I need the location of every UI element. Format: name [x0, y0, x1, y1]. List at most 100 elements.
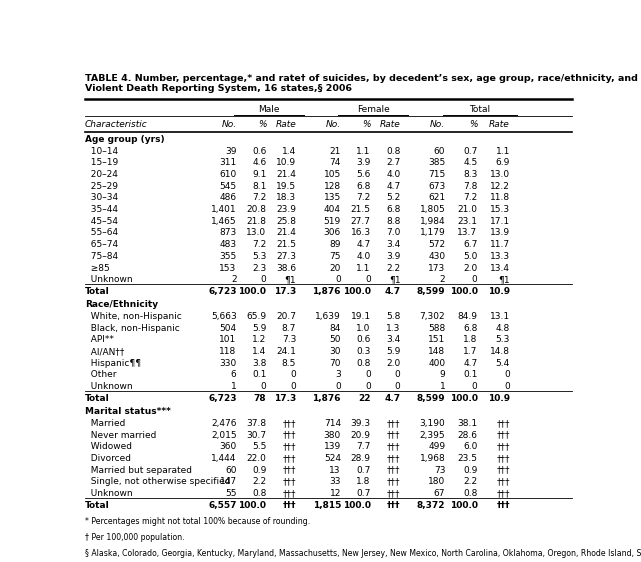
Text: 8,599: 8,599	[417, 394, 445, 403]
Text: 21.5: 21.5	[351, 205, 370, 214]
Text: 404: 404	[324, 205, 341, 214]
Text: 5.8: 5.8	[386, 312, 401, 321]
Text: 105: 105	[324, 170, 341, 179]
Text: Rate: Rate	[489, 120, 510, 129]
Text: 6.8: 6.8	[356, 182, 370, 191]
Text: 180: 180	[428, 477, 445, 486]
Text: 1,968: 1,968	[419, 454, 445, 463]
Text: 20.7: 20.7	[276, 312, 296, 321]
Text: 1.3: 1.3	[386, 324, 401, 333]
Text: 17.3: 17.3	[274, 394, 296, 403]
Text: 100.0: 100.0	[238, 287, 267, 296]
Text: 25–29: 25–29	[85, 182, 118, 191]
Text: 3.8: 3.8	[252, 359, 267, 368]
Text: 39.3: 39.3	[351, 419, 370, 428]
Text: Married: Married	[85, 419, 126, 428]
Text: No.: No.	[430, 120, 445, 129]
Text: 6: 6	[231, 370, 237, 379]
Text: 7.0: 7.0	[386, 229, 401, 238]
Text: 5.9: 5.9	[252, 324, 267, 333]
Text: 873: 873	[219, 229, 237, 238]
Text: Black, non-Hispanic: Black, non-Hispanic	[85, 324, 180, 333]
Text: 1,465: 1,465	[211, 217, 237, 226]
Text: 4.7: 4.7	[385, 287, 401, 296]
Text: 75–84: 75–84	[85, 252, 118, 261]
Text: ¶1: ¶1	[285, 275, 296, 284]
Text: 3.4: 3.4	[387, 240, 401, 249]
Text: 504: 504	[219, 324, 237, 333]
Text: 5.2: 5.2	[387, 193, 401, 202]
Text: 6.9: 6.9	[495, 158, 510, 167]
Text: Female: Female	[357, 105, 390, 114]
Text: 38.6: 38.6	[276, 264, 296, 273]
Text: 3,190: 3,190	[419, 419, 445, 428]
Text: Never married: Never married	[85, 430, 156, 439]
Text: No.: No.	[222, 120, 237, 129]
Text: 1,444: 1,444	[212, 454, 237, 463]
Text: 7.2: 7.2	[356, 193, 370, 202]
Text: 12.2: 12.2	[490, 182, 510, 191]
Text: 4.0: 4.0	[387, 170, 401, 179]
Text: Total: Total	[469, 105, 490, 114]
Text: 5.4: 5.4	[495, 359, 510, 368]
Text: 0: 0	[395, 370, 401, 379]
Text: 2: 2	[231, 275, 237, 284]
Text: 35–44: 35–44	[85, 205, 118, 214]
Text: †††: †††	[283, 477, 296, 486]
Text: 23.5: 23.5	[458, 454, 478, 463]
Text: Characteristic: Characteristic	[85, 120, 148, 129]
Text: Total: Total	[85, 501, 110, 510]
Text: Divorced: Divorced	[85, 454, 131, 463]
Text: 78: 78	[254, 394, 267, 403]
Text: †††: †††	[496, 501, 510, 510]
Text: White, non-Hispanic: White, non-Hispanic	[85, 312, 182, 321]
Text: 6.8: 6.8	[386, 205, 401, 214]
Text: AI/AN††: AI/AN††	[85, 347, 124, 356]
Text: 8.3: 8.3	[463, 170, 478, 179]
Text: 0.7: 0.7	[356, 489, 370, 498]
Text: 100.0: 100.0	[343, 501, 370, 510]
Text: 380: 380	[324, 430, 341, 439]
Text: 0: 0	[504, 370, 510, 379]
Text: 27.7: 27.7	[351, 217, 370, 226]
Text: 8.5: 8.5	[282, 359, 296, 368]
Text: 1,179: 1,179	[419, 229, 445, 238]
Text: 8,372: 8,372	[417, 501, 445, 510]
Text: 0.6: 0.6	[252, 147, 267, 156]
Text: †††: †††	[387, 454, 401, 463]
Text: 430: 430	[428, 252, 445, 261]
Text: 4.5: 4.5	[463, 158, 478, 167]
Text: 3: 3	[335, 370, 341, 379]
Text: 7.7: 7.7	[356, 442, 370, 451]
Text: †††: †††	[387, 466, 401, 475]
Text: 3.9: 3.9	[386, 252, 401, 261]
Text: 30.7: 30.7	[246, 430, 267, 439]
Text: 0.7: 0.7	[356, 466, 370, 475]
Text: 39: 39	[225, 147, 237, 156]
Text: 27.3: 27.3	[276, 252, 296, 261]
Text: 0.8: 0.8	[356, 359, 370, 368]
Text: 45–54: 45–54	[85, 217, 118, 226]
Text: 1,876: 1,876	[312, 287, 341, 296]
Text: 70: 70	[329, 359, 341, 368]
Text: 588: 588	[428, 324, 445, 333]
Text: 5.3: 5.3	[252, 252, 267, 261]
Text: 84.9: 84.9	[458, 312, 478, 321]
Text: 22: 22	[358, 394, 370, 403]
Text: 10.9: 10.9	[488, 287, 510, 296]
Text: 12: 12	[329, 489, 341, 498]
Text: 7.2: 7.2	[252, 193, 267, 202]
Text: †††: †††	[283, 454, 296, 463]
Text: 4.7: 4.7	[463, 359, 478, 368]
Text: Other: Other	[85, 370, 117, 379]
Text: 55–64: 55–64	[85, 229, 118, 238]
Text: 1,984: 1,984	[420, 217, 445, 226]
Text: %: %	[258, 120, 267, 129]
Text: †††: †††	[283, 442, 296, 451]
Text: 0: 0	[365, 382, 370, 391]
Text: †††: †††	[496, 466, 510, 475]
Text: 10.9: 10.9	[276, 158, 296, 167]
Text: 1,815: 1,815	[313, 501, 341, 510]
Text: 5.5: 5.5	[252, 442, 267, 451]
Text: 28.9: 28.9	[351, 454, 370, 463]
